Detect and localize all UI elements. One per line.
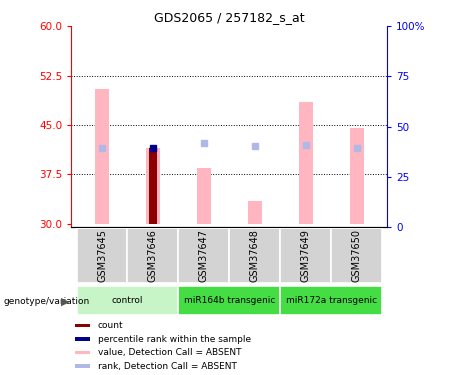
Text: ▶: ▶ (61, 297, 70, 306)
Bar (280, 285, 382, 315)
Bar (75, 337, 90, 341)
Text: miR172a transgenic: miR172a transgenic (286, 296, 377, 305)
Title: GDS2065 / 257182_s_at: GDS2065 / 257182_s_at (154, 11, 305, 24)
Text: value, Detection Call = ABSENT: value, Detection Call = ABSENT (98, 348, 242, 357)
Text: control: control (112, 296, 143, 305)
Text: GSM37647: GSM37647 (199, 229, 209, 282)
Bar (75, 351, 90, 354)
Text: GSM37649: GSM37649 (301, 229, 311, 282)
Bar (77, 285, 178, 315)
Text: GSM37645: GSM37645 (97, 229, 107, 282)
Bar (230, 228, 280, 283)
Bar (75, 324, 90, 327)
Bar (75, 364, 90, 368)
Bar (331, 228, 382, 283)
Bar (349, 128, 364, 224)
Text: count: count (98, 321, 124, 330)
Text: GSM37648: GSM37648 (250, 229, 260, 282)
Bar (299, 102, 313, 224)
Text: GSM37650: GSM37650 (352, 229, 362, 282)
Bar (77, 228, 128, 283)
Bar (128, 228, 178, 283)
Bar (149, 148, 157, 224)
Bar (146, 148, 160, 224)
Text: percentile rank within the sample: percentile rank within the sample (98, 334, 251, 344)
Bar (248, 201, 262, 223)
Text: rank, Detection Call = ABSENT: rank, Detection Call = ABSENT (98, 362, 237, 370)
Bar (178, 285, 280, 315)
Text: genotype/variation: genotype/variation (4, 297, 90, 306)
Bar (197, 168, 211, 224)
Bar (280, 228, 331, 283)
Bar (95, 89, 109, 224)
Bar (178, 228, 230, 283)
Text: miR164b transgenic: miR164b transgenic (183, 296, 275, 305)
Text: GSM37646: GSM37646 (148, 229, 158, 282)
